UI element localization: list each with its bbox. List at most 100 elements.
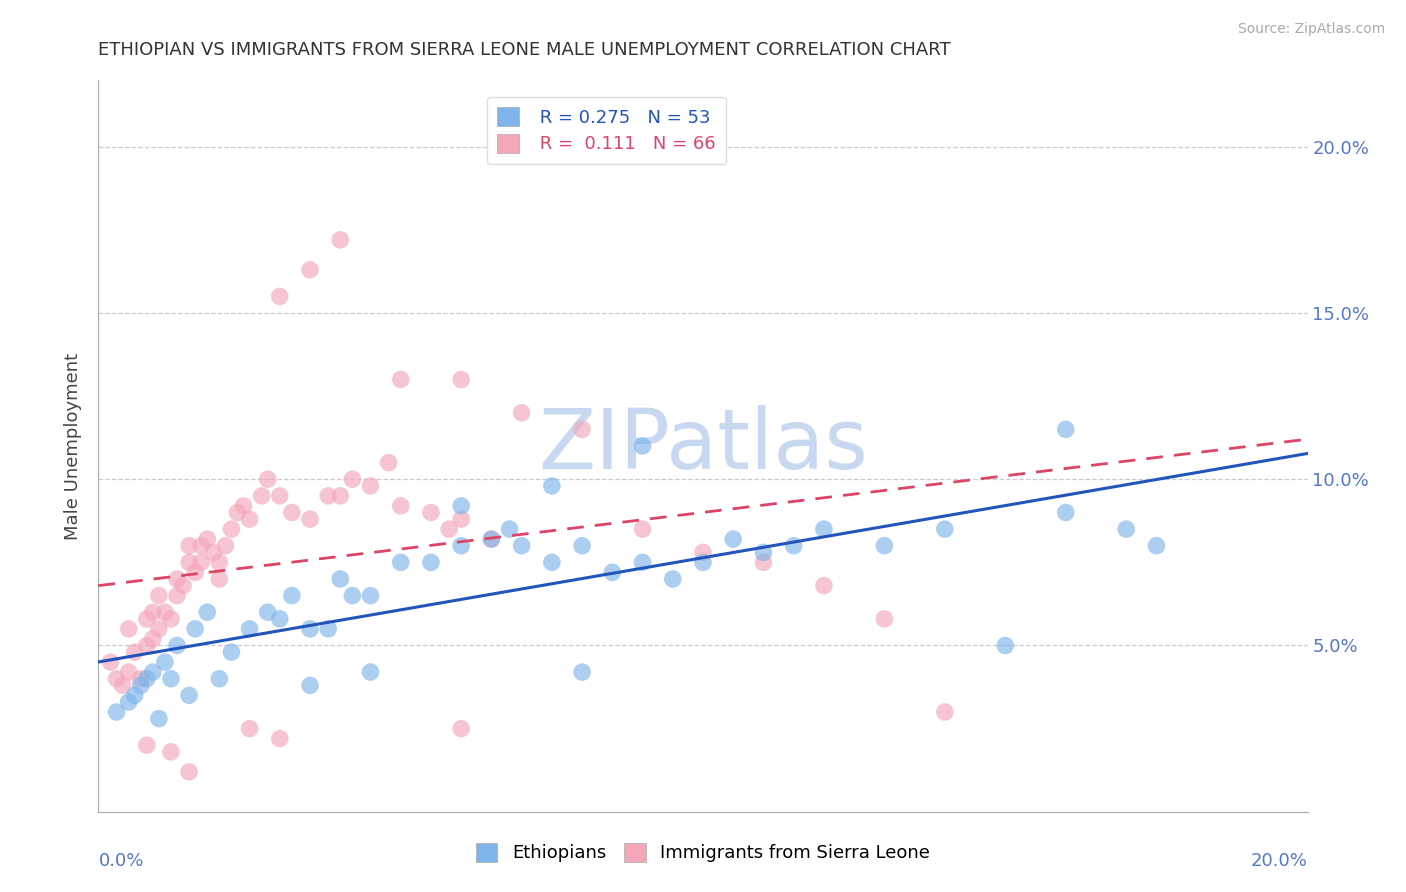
Point xyxy=(420,506,443,520)
Point xyxy=(202,545,225,559)
Point xyxy=(329,233,352,247)
Point xyxy=(450,512,472,526)
Point xyxy=(329,572,352,586)
Point xyxy=(692,545,714,559)
Point xyxy=(389,499,412,513)
Point xyxy=(118,695,141,709)
Point xyxy=(221,645,243,659)
Point xyxy=(281,506,304,520)
Point xyxy=(100,655,122,669)
Point xyxy=(208,555,231,569)
Point xyxy=(540,479,562,493)
Point xyxy=(118,622,141,636)
Point xyxy=(226,506,249,520)
Y-axis label: Male Unemployment: Male Unemployment xyxy=(63,352,82,540)
Point xyxy=(129,672,152,686)
Point xyxy=(129,678,152,692)
Point xyxy=(269,731,291,746)
Point xyxy=(1144,539,1167,553)
Point xyxy=(160,745,183,759)
Text: 0.0%: 0.0% xyxy=(98,852,143,870)
Point xyxy=(239,622,262,636)
Point xyxy=(105,705,128,719)
Text: ETHIOPIAN VS IMMIGRANTS FROM SIERRA LEONE MALE UNEMPLOYMENT CORRELATION CHART: ETHIOPIAN VS IMMIGRANTS FROM SIERRA LEON… xyxy=(98,41,950,59)
Point xyxy=(1115,522,1137,536)
Point xyxy=(195,605,218,619)
Point xyxy=(540,555,562,569)
Point xyxy=(172,579,194,593)
Point xyxy=(153,605,176,619)
Point xyxy=(105,672,128,686)
Text: 20.0%: 20.0% xyxy=(1251,852,1308,870)
Point xyxy=(184,622,207,636)
Point xyxy=(148,622,170,636)
Point xyxy=(195,532,218,546)
Point xyxy=(342,472,364,486)
Point xyxy=(124,645,146,659)
Point xyxy=(631,555,654,569)
Point xyxy=(111,678,134,692)
Point xyxy=(269,289,291,303)
Point xyxy=(208,572,231,586)
Point xyxy=(377,456,399,470)
Point xyxy=(124,689,146,703)
Point xyxy=(481,532,503,546)
Point xyxy=(160,612,183,626)
Point xyxy=(450,722,472,736)
Point xyxy=(256,605,278,619)
Point xyxy=(631,522,654,536)
Point xyxy=(166,589,188,603)
Point xyxy=(239,722,262,736)
Point xyxy=(813,579,835,593)
Point xyxy=(360,479,382,493)
Point xyxy=(752,545,775,559)
Point xyxy=(994,639,1017,653)
Point xyxy=(316,489,339,503)
Point xyxy=(232,499,254,513)
Point xyxy=(190,539,212,553)
Point xyxy=(437,522,460,536)
Point xyxy=(692,555,714,569)
Point xyxy=(179,555,201,569)
Point xyxy=(148,589,170,603)
Point xyxy=(153,655,176,669)
Point xyxy=(1054,422,1077,436)
Point xyxy=(142,605,165,619)
Point xyxy=(934,522,956,536)
Point xyxy=(498,522,520,536)
Point xyxy=(135,639,157,653)
Point xyxy=(329,489,352,503)
Point xyxy=(135,672,157,686)
Legend: Ethiopians, Immigrants from Sierra Leone: Ethiopians, Immigrants from Sierra Leone xyxy=(468,836,938,870)
Point xyxy=(752,555,775,569)
Point xyxy=(250,489,273,503)
Point xyxy=(1054,506,1077,520)
Point xyxy=(571,539,593,553)
Point xyxy=(873,612,896,626)
Point xyxy=(160,672,183,686)
Point xyxy=(510,406,533,420)
Point xyxy=(420,555,443,569)
Text: ZIPatlas: ZIPatlas xyxy=(538,406,868,486)
Point xyxy=(221,522,243,536)
Point xyxy=(450,499,472,513)
Point xyxy=(269,489,291,503)
Point xyxy=(142,665,165,679)
Point xyxy=(179,764,201,779)
Point xyxy=(813,522,835,536)
Point xyxy=(135,612,157,626)
Text: Source: ZipAtlas.com: Source: ZipAtlas.com xyxy=(1237,22,1385,37)
Point xyxy=(481,532,503,546)
Point xyxy=(450,372,472,386)
Legend:  R = 0.275   N = 53,  R =  0.111   N = 66: R = 0.275 N = 53, R = 0.111 N = 66 xyxy=(486,96,725,164)
Point xyxy=(190,555,212,569)
Point xyxy=(166,639,188,653)
Point xyxy=(450,539,472,553)
Point xyxy=(571,665,593,679)
Point xyxy=(184,566,207,580)
Point xyxy=(256,472,278,486)
Point xyxy=(269,612,291,626)
Point xyxy=(166,572,188,586)
Point xyxy=(299,678,322,692)
Point xyxy=(723,532,745,546)
